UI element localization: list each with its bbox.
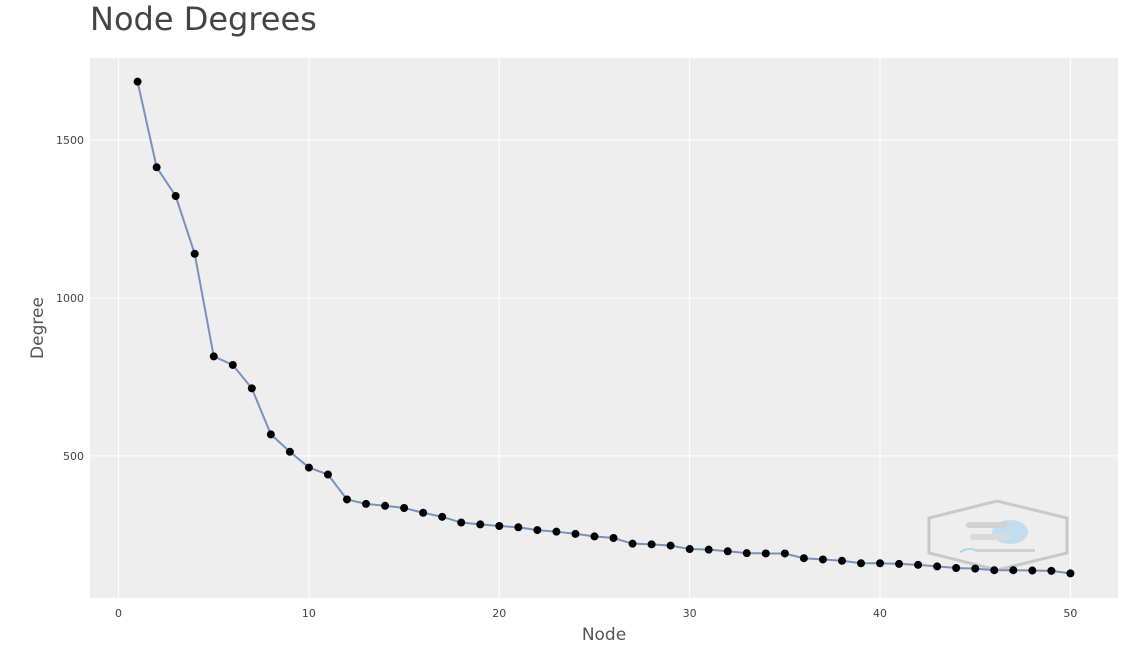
x-tick-label: 40 xyxy=(873,607,887,620)
data-point[interactable] xyxy=(895,559,904,568)
data-point[interactable] xyxy=(476,520,485,529)
data-point[interactable] xyxy=(818,555,827,564)
data-point[interactable] xyxy=(837,556,846,565)
x-tick-label: 30 xyxy=(683,607,697,620)
data-point[interactable] xyxy=(933,562,942,571)
data-point[interactable] xyxy=(495,522,504,530)
data-point[interactable] xyxy=(514,523,523,532)
y-axis-ticks: 500 1000 1500 xyxy=(56,134,84,463)
data-point[interactable] xyxy=(1066,569,1075,578)
data-point[interactable] xyxy=(666,541,675,550)
data-point[interactable] xyxy=(381,501,390,510)
data-point[interactable] xyxy=(171,192,180,200)
data-point[interactable] xyxy=(799,554,808,563)
data-point[interactable] xyxy=(533,526,542,535)
data-point[interactable] xyxy=(971,564,980,573)
data-point[interactable] xyxy=(742,549,751,558)
x-tick-label: 50 xyxy=(1063,607,1077,620)
data-point[interactable] xyxy=(704,545,713,554)
data-point[interactable] xyxy=(647,540,656,549)
data-point[interactable] xyxy=(400,504,409,512)
data-point[interactable] xyxy=(323,470,332,479)
data-point[interactable] xyxy=(343,495,351,504)
series-layer xyxy=(133,77,1075,578)
data-point[interactable] xyxy=(419,508,428,517)
data-point[interactable] xyxy=(266,430,275,439)
y-tick-label: 1000 xyxy=(56,292,84,305)
y-tick-label: 1500 xyxy=(56,134,84,147)
x-tick-label: 20 xyxy=(492,607,506,620)
data-point[interactable] xyxy=(285,447,294,456)
data-point[interactable] xyxy=(228,360,237,369)
data-point[interactable] xyxy=(1028,566,1037,575)
data-point[interactable] xyxy=(685,545,694,554)
data-point[interactable] xyxy=(152,163,161,172)
data-point[interactable] xyxy=(247,384,256,393)
x-tick-label: 10 xyxy=(302,607,316,620)
data-point[interactable] xyxy=(780,549,789,558)
chart-title: Node Degrees xyxy=(90,0,317,38)
data-point[interactable] xyxy=(1009,566,1018,575)
data-point[interactable] xyxy=(590,532,599,541)
data-point[interactable] xyxy=(761,549,770,558)
data-point[interactable] xyxy=(952,564,961,572)
data-point[interactable] xyxy=(304,463,313,472)
data-point[interactable] xyxy=(1047,566,1056,575)
data-point[interactable] xyxy=(876,559,885,568)
data-point[interactable] xyxy=(857,559,865,568)
data-point[interactable] xyxy=(628,539,637,548)
grid-lines xyxy=(90,58,1118,598)
y-axis-title: Degree xyxy=(28,297,48,359)
data-point[interactable] xyxy=(438,512,447,521)
data-point[interactable] xyxy=(209,352,218,361)
y-tick-label: 500 xyxy=(63,450,84,463)
data-point[interactable] xyxy=(457,518,466,527)
data-point[interactable] xyxy=(723,547,732,556)
data-point[interactable] xyxy=(914,560,923,569)
x-axis-title: Node xyxy=(582,625,626,645)
x-tick-label: 0 xyxy=(115,607,122,620)
plot-area xyxy=(90,58,1118,598)
data-point[interactable] xyxy=(362,499,371,508)
data-point[interactable] xyxy=(571,529,580,538)
data-point[interactable] xyxy=(609,534,618,542)
data-point[interactable] xyxy=(552,527,561,536)
data-point[interactable] xyxy=(990,566,999,575)
data-point[interactable] xyxy=(133,77,142,86)
x-axis-ticks: 0 10 20 30 40 50 xyxy=(115,607,1077,620)
data-point[interactable] xyxy=(190,249,199,258)
